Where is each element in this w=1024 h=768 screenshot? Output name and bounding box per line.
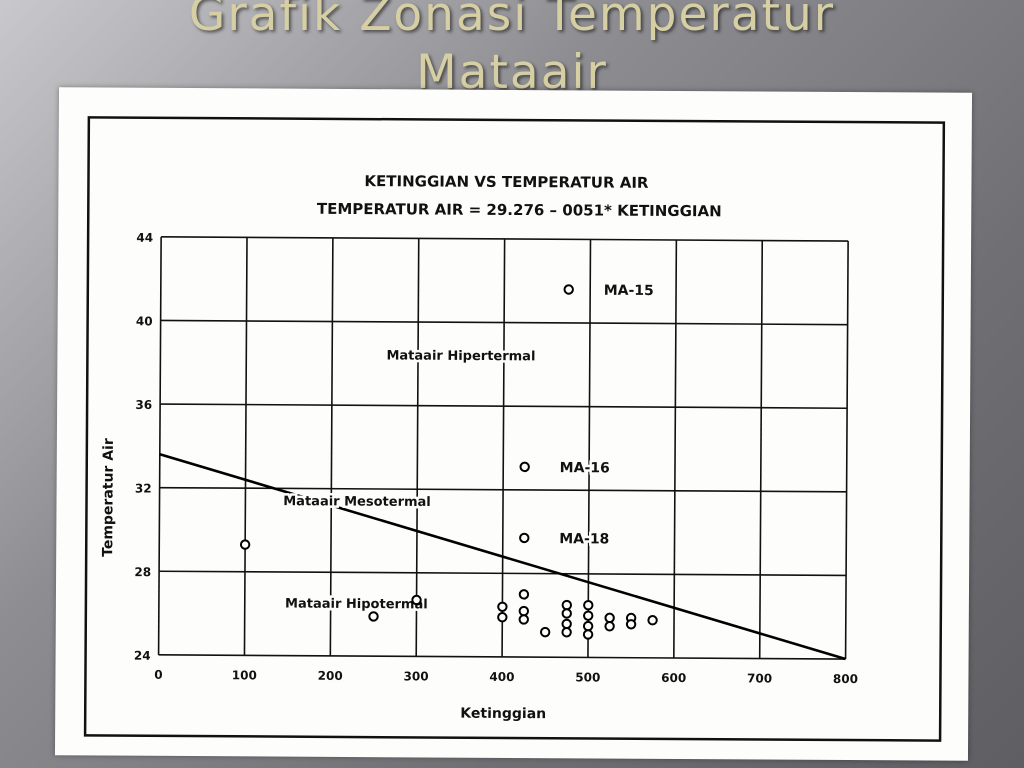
- point-layer: MA-16 MA-18 MA-15: [239, 280, 658, 640]
- chart-svg: KETINGGIAN VS TEMPERATUR AIR TEMPERATUR …: [83, 116, 946, 742]
- data-point: [561, 618, 572, 630]
- slide-title: Grafik Zonasi Temperatur Mataair: [0, 0, 1024, 102]
- data-point: [582, 620, 594, 632]
- x-axis-label: Ketinggian: [460, 706, 546, 723]
- x-tick-label: 500: [575, 670, 600, 684]
- x-tick-label: 0: [154, 668, 162, 682]
- x-gridline: [243, 237, 248, 656]
- grid-layer: [157, 236, 849, 660]
- data-point: [239, 539, 251, 550]
- zone-layer: Mataair Hipertermal Mataair Mesotermal Mat…: [281, 346, 538, 615]
- data-point: [647, 615, 658, 626]
- zone-label: Mataair Hipertermal: [386, 348, 535, 364]
- data-point: [561, 599, 573, 611]
- x-gridline: [501, 238, 506, 657]
- x-gridline: [329, 237, 334, 656]
- x-tick-label: 800: [833, 672, 858, 686]
- slide-title-line1: Grafik Zonasi Temperatur: [188, 0, 836, 42]
- data-point: [368, 611, 379, 622]
- zone-label: Mataair Mesotermal: [283, 494, 431, 510]
- data-point: [518, 614, 529, 625]
- data-point: [519, 461, 530, 473]
- y-axis-label: Temperatur Air: [100, 438, 117, 557]
- data-point: [519, 532, 530, 544]
- y-tick-label: 24: [134, 649, 151, 663]
- data-point: [539, 626, 551, 638]
- point-label: MA-16: [560, 460, 610, 476]
- chart-frame: [83, 116, 946, 742]
- point-label: MA-15: [604, 283, 654, 299]
- zone-label: Mataair Hipotermal: [285, 597, 428, 613]
- x-gridline: [758, 240, 764, 659]
- data-point: [518, 605, 530, 617]
- data-point: [561, 608, 572, 619]
- x-tick-label: 100: [232, 668, 257, 682]
- data-point: [497, 601, 508, 612]
- x-gridline: [587, 239, 592, 658]
- data-point: [497, 612, 508, 623]
- x-tick-label: 700: [747, 671, 772, 685]
- y-tick-label: 28: [134, 565, 151, 579]
- x-gridline: [157, 236, 162, 655]
- trend-layer: [159, 452, 846, 661]
- y-tick-label: 32: [135, 481, 152, 495]
- data-point: [583, 600, 594, 611]
- data-point: [582, 629, 594, 640]
- y-tick-label: 44: [136, 231, 153, 245]
- data-point: [518, 589, 530, 600]
- tick-layer: 24 28 32 36 40 44 0 100 200 300 400 500 600 700 800: [134, 231, 858, 686]
- data-point: [604, 621, 615, 632]
- data-point: [625, 619, 637, 630]
- x-gridline: [844, 241, 849, 660]
- data-point: [411, 594, 422, 606]
- trendline: [159, 452, 846, 661]
- chart-subtitle: TEMPERATUR AIR = 29.276 – 0051* KETINGGI…: [317, 200, 722, 220]
- x-tick-label: 400: [489, 670, 514, 684]
- x-tick-label: 600: [661, 671, 686, 685]
- chart-title: KETINGGIAN VS TEMPERATUR AIR: [364, 172, 649, 192]
- point-label: MA-18: [559, 531, 609, 547]
- y-tick-label: 36: [135, 398, 152, 412]
- x-tick-label: 300: [404, 669, 429, 683]
- x-gridline: [673, 239, 678, 658]
- chart-photo: KETINGGIAN VS TEMPERATUR AIR TEMPERATUR …: [54, 87, 973, 761]
- data-point: [563, 284, 574, 295]
- x-gridline: [415, 238, 420, 657]
- x-tick-label: 200: [318, 669, 343, 683]
- data-point: [561, 627, 572, 638]
- data-point: [604, 612, 615, 624]
- y-tick-label: 40: [136, 314, 153, 328]
- data-point: [583, 610, 594, 621]
